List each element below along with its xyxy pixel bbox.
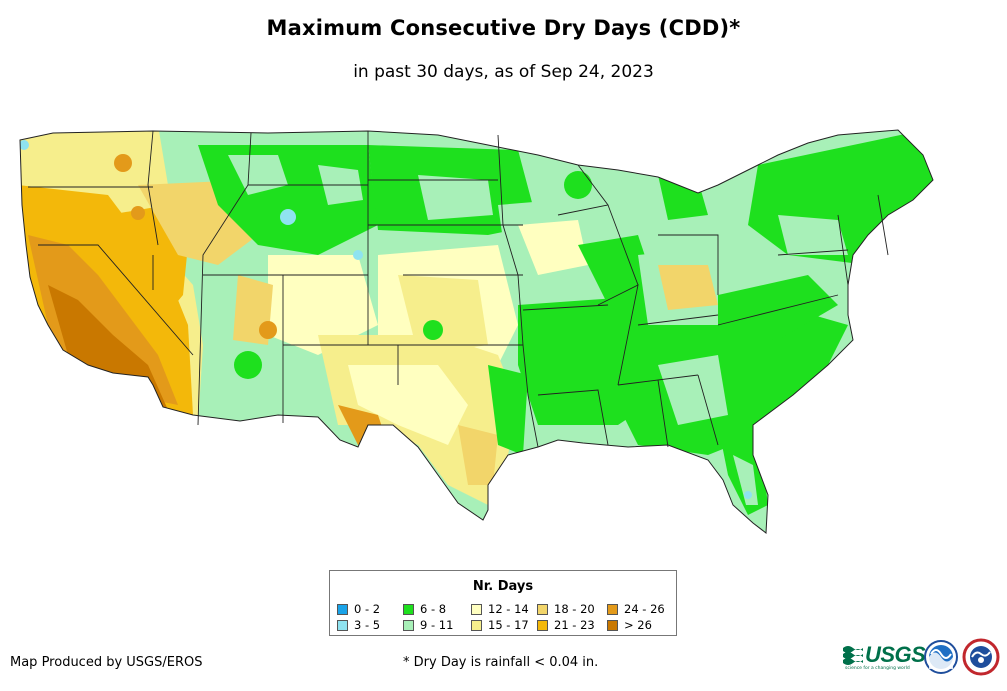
legend-label: 12 - 14: [488, 602, 529, 616]
legend-swatch: [337, 603, 348, 615]
legend: Nr. Days 0 - 2 3 - 5 6 - 8 9 - 11 12 - 1…: [329, 570, 677, 636]
legend-item-21-23: 21 - 23: [537, 618, 595, 632]
us-cdd-map: [19, 129, 934, 534]
legend-label: 21 - 23: [554, 618, 595, 632]
map-credit: Map Produced by USGS/EROS: [10, 655, 203, 670]
legend-label: 18 - 20: [554, 602, 595, 616]
legend-swatch: [471, 619, 482, 631]
legend-swatch: [607, 603, 618, 615]
dry-day-footnote: * Dry Day is rainfall < 0.04 in.: [403, 655, 599, 670]
usgs-logo: USGS science for a changing world: [843, 642, 926, 671]
legend-swatch: [537, 619, 548, 631]
legend-label: 6 - 8: [420, 602, 447, 616]
legend-item-9-11: 9 - 11: [403, 618, 453, 632]
legend-label: 0 - 2: [354, 602, 381, 616]
legend-item-24-26: 24 - 26: [607, 602, 665, 616]
legend-swatch: [607, 619, 618, 631]
legend-item-15-17: 15 - 17: [471, 618, 529, 632]
legend-swatch: [403, 603, 414, 615]
legend-item-0-2: 0 - 2: [337, 602, 380, 616]
legend-title: Nr. Days: [472, 579, 534, 594]
legend-item-6-8: 6 - 8: [403, 602, 446, 616]
legend-item-18-20: 18 - 20: [537, 602, 595, 616]
legend-label: 9 - 11: [420, 618, 454, 632]
legend-swatch: [403, 619, 414, 631]
legend-item-gt-26: > 26: [607, 618, 652, 632]
usgs-wordmark: USGS: [865, 642, 926, 667]
legend-swatch: [537, 603, 548, 615]
usgs-wave-icon: [843, 646, 863, 665]
usgs-tagline: science for a changing world: [845, 666, 910, 671]
legend-label: 15 - 17: [488, 618, 529, 632]
map-title: Maximum Consecutive Dry Days (CDD)*: [266, 16, 741, 40]
legend-item-12-14: 12 - 14: [471, 602, 529, 616]
legend-swatch: [471, 603, 482, 615]
legend-label: > 26: [624, 618, 652, 632]
legend-label: 3 - 5: [354, 618, 381, 632]
map-subtitle: in past 30 days, as of Sep 24, 2023: [353, 62, 654, 82]
legend-item-3-5: 3 - 5: [337, 618, 380, 632]
nws-logo: [962, 638, 1000, 676]
legend-label: 24 - 26: [624, 602, 665, 616]
legend-swatch: [337, 619, 348, 631]
noaa-logo: [924, 640, 958, 674]
